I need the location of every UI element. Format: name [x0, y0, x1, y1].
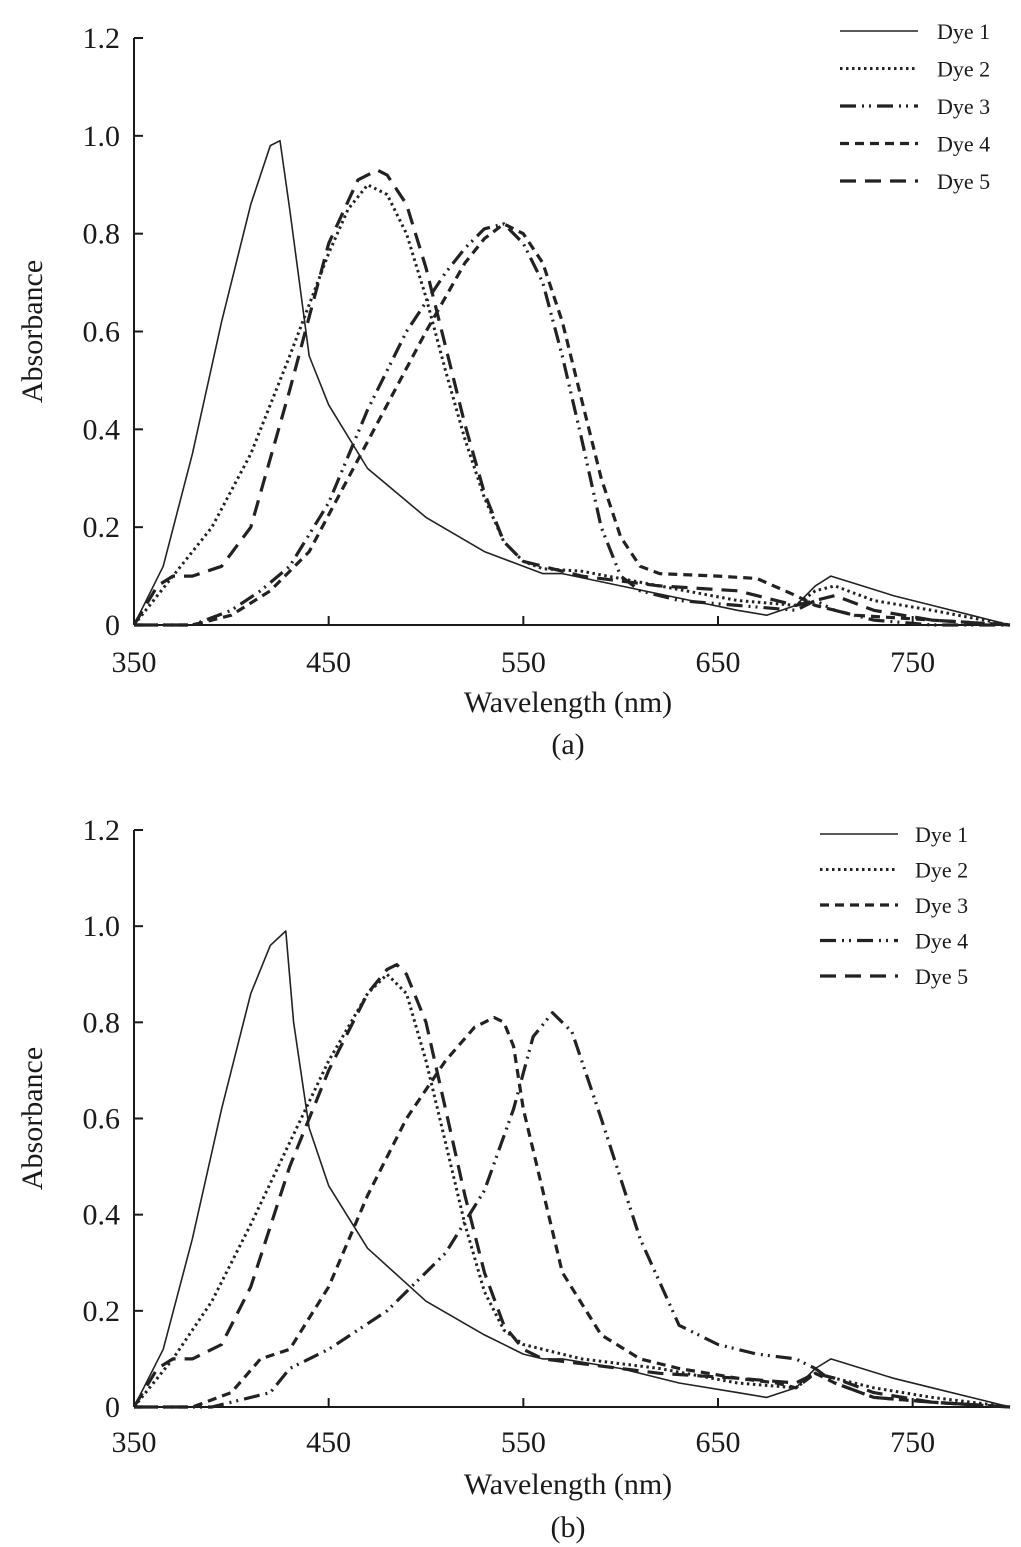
y-tick-label: 0.2: [83, 1295, 121, 1328]
x-tick-label: 450: [306, 646, 351, 679]
series-line-dye-4: [134, 1011, 1011, 1409]
chart-panel-b: 0 0.2 0.4 0.6 0.8 1.0 1.2 350 450 550 650 750 Wavele…: [16, 814, 1011, 1544]
y-tick-label: 0.4: [83, 1199, 121, 1232]
y-tick-label: 0.8: [83, 218, 121, 251]
y-tick-label: 0: [105, 609, 120, 642]
y-tick-label: 0.6: [83, 316, 121, 349]
x-tick-label: 650: [696, 1426, 741, 1459]
y-tick-label: 1.2: [83, 22, 121, 55]
y-axis-title: Absorbance: [16, 260, 49, 403]
legend-label: Dye 5: [937, 169, 990, 194]
x-tick-label: 450: [306, 1426, 351, 1459]
series-line-dye-3: [134, 222, 1010, 627]
series-line-dye-5: [132, 168, 1011, 627]
series-line-dye-2: [132, 972, 1011, 1409]
y-tick-label: 1.0: [83, 120, 121, 153]
legend-label: Dye 5: [915, 964, 968, 989]
legend-label: Dye 3: [915, 893, 968, 918]
series-line-dye-4: [134, 222, 1011, 627]
y-tick-label: 0.6: [83, 1103, 121, 1136]
series-line-dye-5: [132, 962, 1011, 1409]
legend-label: Dye 4: [915, 929, 968, 954]
y-tick-label: 0: [105, 1391, 120, 1424]
series-line-dye-3: [134, 1015, 1011, 1409]
legend-label: Dye 2: [915, 858, 968, 883]
panel-label: (b): [551, 1511, 586, 1544]
series-line-dye-1: [133, 139, 1011, 626]
x-tick-label: 750: [890, 646, 935, 679]
chart-panel-a: 0 0.2 0.4 0.6 0.8 1.0 1.2 350 450 550 650 750 Wavele…: [16, 19, 1011, 761]
y-tick-label: 0.2: [83, 511, 121, 544]
legend-label: Dye 1: [915, 822, 968, 847]
x-tick-label: 750: [890, 1426, 935, 1459]
legend-label: Dye 4: [937, 132, 990, 157]
legend-label: Dye 3: [937, 94, 990, 119]
x-tick-label: 650: [696, 646, 741, 679]
x-tick-label: 350: [112, 1426, 157, 1459]
x-axis-title: Wavelength (nm): [464, 686, 672, 719]
y-axis-title: Absorbance: [16, 1047, 49, 1190]
y-tick-label: 1.0: [83, 910, 121, 943]
x-tick-label: 550: [501, 646, 546, 679]
series-line-dye-2: [132, 183, 1011, 627]
x-axis-title: Wavelength (nm): [464, 1468, 672, 1501]
legend-label: Dye 2: [937, 57, 990, 82]
legend-label: Dye 1: [937, 19, 990, 44]
x-tick-label: 350: [112, 646, 157, 679]
series-line-dye-1: [133, 930, 1011, 1408]
panel-label: (a): [551, 728, 584, 761]
y-tick-label: 0.4: [83, 413, 121, 446]
y-tick-label: 0.8: [83, 1006, 121, 1039]
y-tick-label: 1.2: [83, 814, 121, 847]
x-tick-label: 550: [501, 1426, 546, 1459]
